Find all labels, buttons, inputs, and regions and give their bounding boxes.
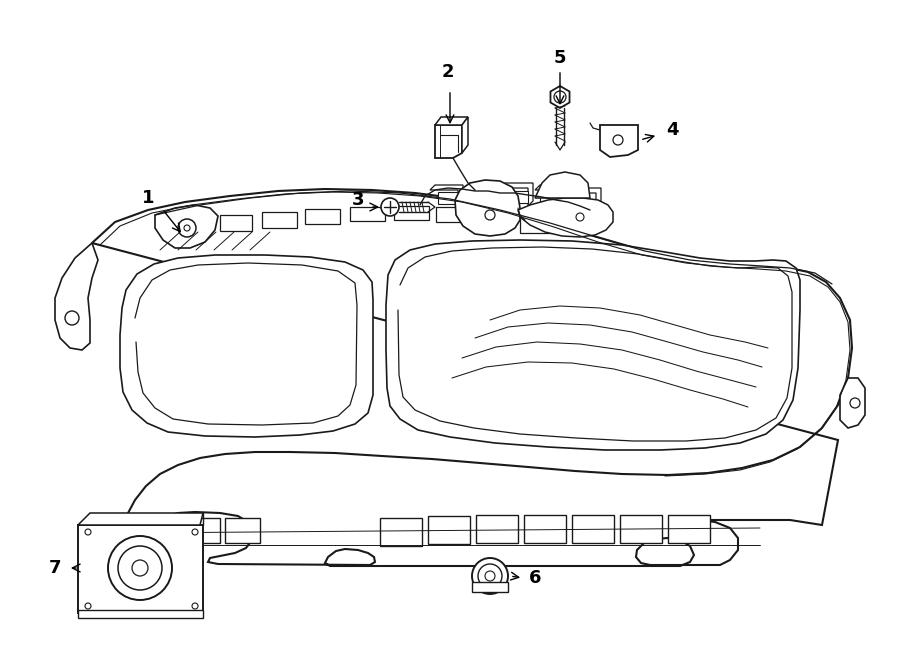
Bar bbox=[428, 516, 470, 544]
Polygon shape bbox=[535, 172, 590, 198]
Polygon shape bbox=[600, 125, 638, 157]
Circle shape bbox=[850, 398, 860, 408]
Bar bbox=[524, 515, 566, 543]
Polygon shape bbox=[500, 183, 533, 206]
Circle shape bbox=[132, 560, 148, 576]
Bar bbox=[540, 193, 562, 205]
Polygon shape bbox=[462, 117, 468, 153]
Circle shape bbox=[184, 225, 190, 231]
Polygon shape bbox=[120, 255, 373, 437]
Bar bbox=[143, 520, 178, 545]
Circle shape bbox=[192, 529, 198, 535]
Bar bbox=[476, 515, 518, 543]
Bar bbox=[436, 207, 472, 222]
Circle shape bbox=[108, 536, 172, 600]
Text: 3: 3 bbox=[352, 191, 365, 209]
Bar bbox=[506, 191, 528, 203]
Circle shape bbox=[192, 603, 198, 609]
Circle shape bbox=[478, 564, 502, 588]
Text: 6: 6 bbox=[529, 569, 541, 587]
Bar bbox=[520, 216, 556, 233]
Circle shape bbox=[65, 311, 79, 325]
Polygon shape bbox=[840, 378, 865, 428]
Bar bbox=[225, 518, 260, 543]
Text: 5: 5 bbox=[554, 49, 566, 67]
Bar bbox=[472, 191, 494, 203]
Bar bbox=[472, 582, 508, 592]
Bar bbox=[262, 212, 297, 228]
Circle shape bbox=[381, 198, 399, 216]
Polygon shape bbox=[465, 183, 498, 206]
Text: 1: 1 bbox=[142, 189, 154, 207]
Polygon shape bbox=[78, 513, 203, 525]
Polygon shape bbox=[92, 189, 852, 566]
Polygon shape bbox=[435, 125, 462, 158]
Text: 4: 4 bbox=[666, 121, 679, 139]
Circle shape bbox=[576, 213, 584, 221]
Text: 2: 2 bbox=[442, 63, 454, 81]
Bar bbox=[220, 215, 252, 231]
Bar bbox=[350, 207, 385, 221]
Bar bbox=[78, 610, 203, 618]
Polygon shape bbox=[568, 188, 601, 211]
Polygon shape bbox=[455, 180, 520, 236]
Circle shape bbox=[85, 529, 91, 535]
Bar bbox=[572, 515, 614, 543]
Circle shape bbox=[554, 91, 566, 103]
Circle shape bbox=[472, 558, 508, 594]
Polygon shape bbox=[535, 185, 568, 208]
Circle shape bbox=[118, 546, 162, 590]
Circle shape bbox=[613, 135, 623, 145]
Polygon shape bbox=[435, 117, 468, 125]
Circle shape bbox=[178, 219, 196, 237]
Circle shape bbox=[85, 603, 91, 609]
Circle shape bbox=[485, 210, 495, 220]
Bar bbox=[394, 206, 429, 220]
Polygon shape bbox=[386, 240, 800, 450]
Circle shape bbox=[485, 571, 495, 581]
Bar bbox=[380, 518, 422, 546]
Bar bbox=[438, 192, 460, 204]
Bar bbox=[305, 209, 340, 224]
Text: 7: 7 bbox=[49, 559, 61, 577]
Polygon shape bbox=[551, 86, 570, 108]
Polygon shape bbox=[55, 243, 98, 350]
Bar bbox=[185, 518, 220, 543]
Polygon shape bbox=[430, 185, 463, 208]
Polygon shape bbox=[518, 198, 613, 237]
Bar bbox=[668, 515, 710, 543]
Bar bbox=[620, 515, 662, 543]
Polygon shape bbox=[155, 205, 218, 248]
Bar bbox=[78, 525, 203, 613]
Bar bbox=[478, 210, 514, 226]
